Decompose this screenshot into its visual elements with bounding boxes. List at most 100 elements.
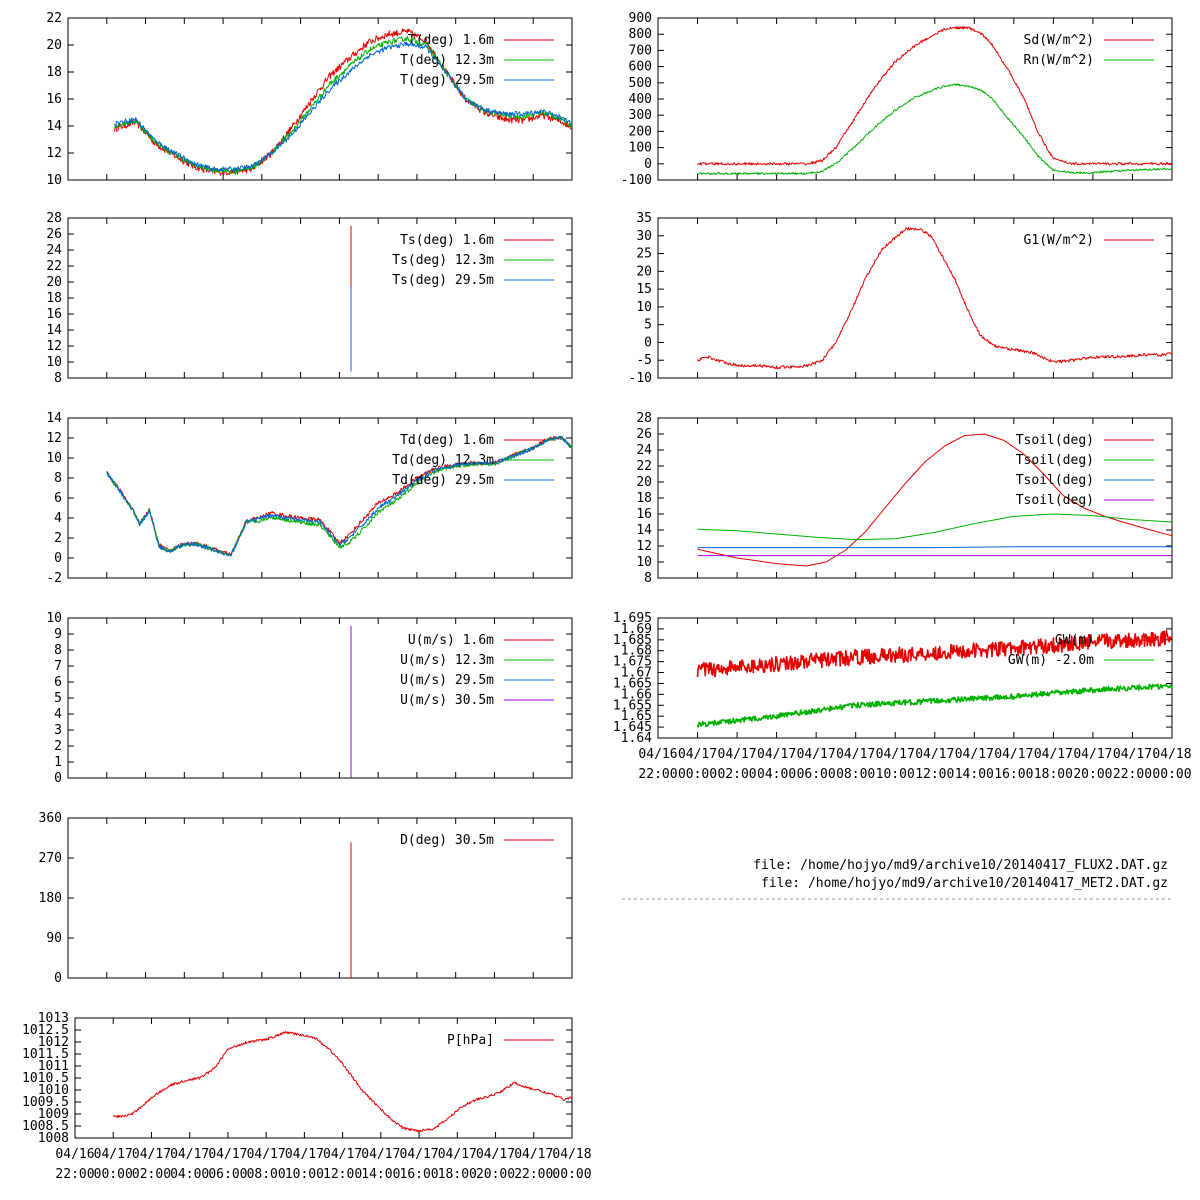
legend-label: Ts(deg) 1.6m — [400, 233, 494, 248]
x-tick-label-time: 20:00 — [476, 1167, 515, 1182]
y-tick-label: 700 — [629, 43, 652, 58]
y-tick-label: 14 — [636, 523, 652, 538]
y-tick-label: 0 — [54, 971, 62, 986]
x-tick-label-date: 04/17 — [1034, 747, 1073, 762]
y-tick-label: 20 — [636, 264, 652, 279]
y-tick-label: 10 — [636, 555, 652, 570]
series-line-radiation-0 — [697, 26, 1173, 166]
y-tick-label: -2 — [46, 571, 62, 586]
legend-label: GW(m) — [1055, 633, 1094, 648]
y-tick-label: 22 — [46, 259, 62, 274]
y-tick-label: 5 — [644, 318, 652, 333]
legend-label: U(m/s) 29.5m — [400, 673, 494, 688]
legend-label: T(deg) 1.6m — [408, 33, 494, 48]
legend-label: Td(deg) 12.3m — [392, 453, 494, 468]
y-tick-label: 6 — [54, 675, 62, 690]
y-tick-label: 12 — [46, 339, 62, 354]
y-tick-label: 3 — [54, 723, 62, 738]
x-tick-label-time: 16:00 — [994, 767, 1033, 782]
y-tick-label: 28 — [46, 211, 62, 226]
y-tick-label: 24 — [636, 443, 652, 458]
y-tick-label: 10 — [636, 300, 652, 315]
legend-label: Tsoil(deg) — [1016, 493, 1094, 508]
y-tick-label: 10 — [46, 611, 62, 626]
x-tick-label-date: 04/17 — [678, 747, 717, 762]
series-line-soil_temp-2 — [697, 546, 1172, 549]
x-tick-label-date: 04/17 — [757, 747, 796, 762]
x-tick-label-time: 04:00 — [170, 1167, 209, 1182]
x-tick-label-time: 16:00 — [400, 1167, 439, 1182]
x-tick-label-time: 00:00 — [1152, 767, 1191, 782]
y-tick-label: 180 — [39, 891, 62, 906]
y-tick-label: 800 — [629, 27, 652, 42]
legend-label: G1(W/m^2) — [1024, 233, 1094, 248]
x-tick-label-date: 04/17 — [285, 1147, 324, 1162]
y-tick-label: 1010.5 — [22, 1071, 69, 1086]
y-tick-label: 1.69 — [621, 622, 652, 637]
series-line-dew_point-0 — [106, 435, 573, 556]
y-tick-label: 4 — [54, 511, 62, 526]
x-tick-label-time: 06:00 — [797, 767, 836, 782]
legend-label: D(deg) 30.5m — [400, 833, 494, 848]
x-tick-label-date: 04/17 — [718, 747, 757, 762]
y-tick-label: 18 — [636, 491, 652, 506]
plot-frame — [67, 817, 573, 979]
x-tick-label-time: 18:00 — [1034, 767, 1073, 782]
y-tick-label: 1.66 — [621, 687, 652, 702]
y-tick-label: 16 — [46, 307, 62, 322]
series-line-ground_heat-0 — [697, 226, 1173, 370]
x-tick-label-date: 04/17 — [514, 1147, 553, 1162]
x-tick-label-time: 04:00 — [757, 767, 796, 782]
x-tick-label-time: 00:00 — [552, 1167, 591, 1182]
y-tick-label: 14 — [46, 411, 62, 426]
legend-label: P[hPa] — [447, 1033, 494, 1048]
x-tick-label-date: 04/17 — [476, 1147, 515, 1162]
legend-label: Td(deg) 29.5m — [392, 473, 494, 488]
y-tick-label: 1.685 — [613, 633, 652, 648]
y-tick-label: 14 — [46, 119, 62, 134]
y-tick-label: 1.675 — [613, 655, 652, 670]
y-tick-label: 26 — [636, 427, 652, 442]
x-tick-label-date: 04/17 — [170, 1147, 209, 1162]
y-tick-label: 20 — [636, 475, 652, 490]
chart-dew_point: -2 0 2 4 6 8 10 12 14 Td(deg) 1.6m Td(deg) 12.3m Td… — [46, 411, 573, 586]
y-tick-label: 0 — [54, 551, 62, 566]
legend-label: U(m/s) 1.6m — [408, 633, 494, 648]
x-tick-label-date: 04/17 — [994, 747, 1033, 762]
y-tick-label: 1013 — [38, 1011, 69, 1026]
series-line-radiation-1 — [697, 83, 1173, 175]
x-tick-label-time: 10:00 — [285, 1167, 324, 1182]
y-tick-label: 12 — [46, 146, 62, 161]
y-tick-label: 22 — [636, 459, 652, 474]
chart-ground_heat: -10 -5 0 5 10 15 20 25 30 35 G1(W/m^2) — [629, 211, 1173, 386]
y-tick-label: 30 — [636, 229, 652, 244]
x-tick-label-time: 22:00 — [514, 1167, 553, 1182]
y-tick-label: 1 — [54, 755, 62, 770]
series-line-ground_water-1 — [696, 683, 1173, 728]
y-tick-label: 90 — [46, 931, 62, 946]
y-tick-label: 1008 — [38, 1131, 69, 1146]
y-tick-label: 2 — [54, 531, 62, 546]
series-line-air_temp-0 — [114, 28, 573, 176]
x-tick-label-date: 04/17 — [955, 747, 994, 762]
y-tick-label: 1.68 — [621, 644, 652, 659]
y-tick-label: 1.695 — [613, 611, 652, 626]
y-tick-label: 18 — [46, 291, 62, 306]
x-tick-label-date: 04/17 — [836, 747, 875, 762]
plot-frame — [657, 417, 1173, 579]
plot-frame — [67, 17, 573, 181]
y-tick-label: 1011 — [38, 1059, 69, 1074]
series-line-dew_point-1 — [106, 435, 573, 557]
x-tick-label-time: 02:00 — [718, 767, 757, 782]
legend-label: U(m/s) 30.5m — [400, 693, 494, 708]
series-line-ground_water-0 — [696, 629, 1173, 678]
y-tick-label: 500 — [629, 76, 652, 91]
legend-label: Ts(deg) 12.3m — [392, 253, 494, 268]
y-tick-label: 7 — [54, 659, 62, 674]
x-tick-label-date: 04/17 — [1113, 747, 1152, 762]
y-tick-label: 270 — [39, 851, 62, 866]
y-tick-label: 4 — [54, 707, 62, 722]
x-tick-label-time: 20:00 — [1073, 767, 1112, 782]
y-tick-label: 20 — [46, 275, 62, 290]
y-tick-label: 12 — [636, 539, 652, 554]
